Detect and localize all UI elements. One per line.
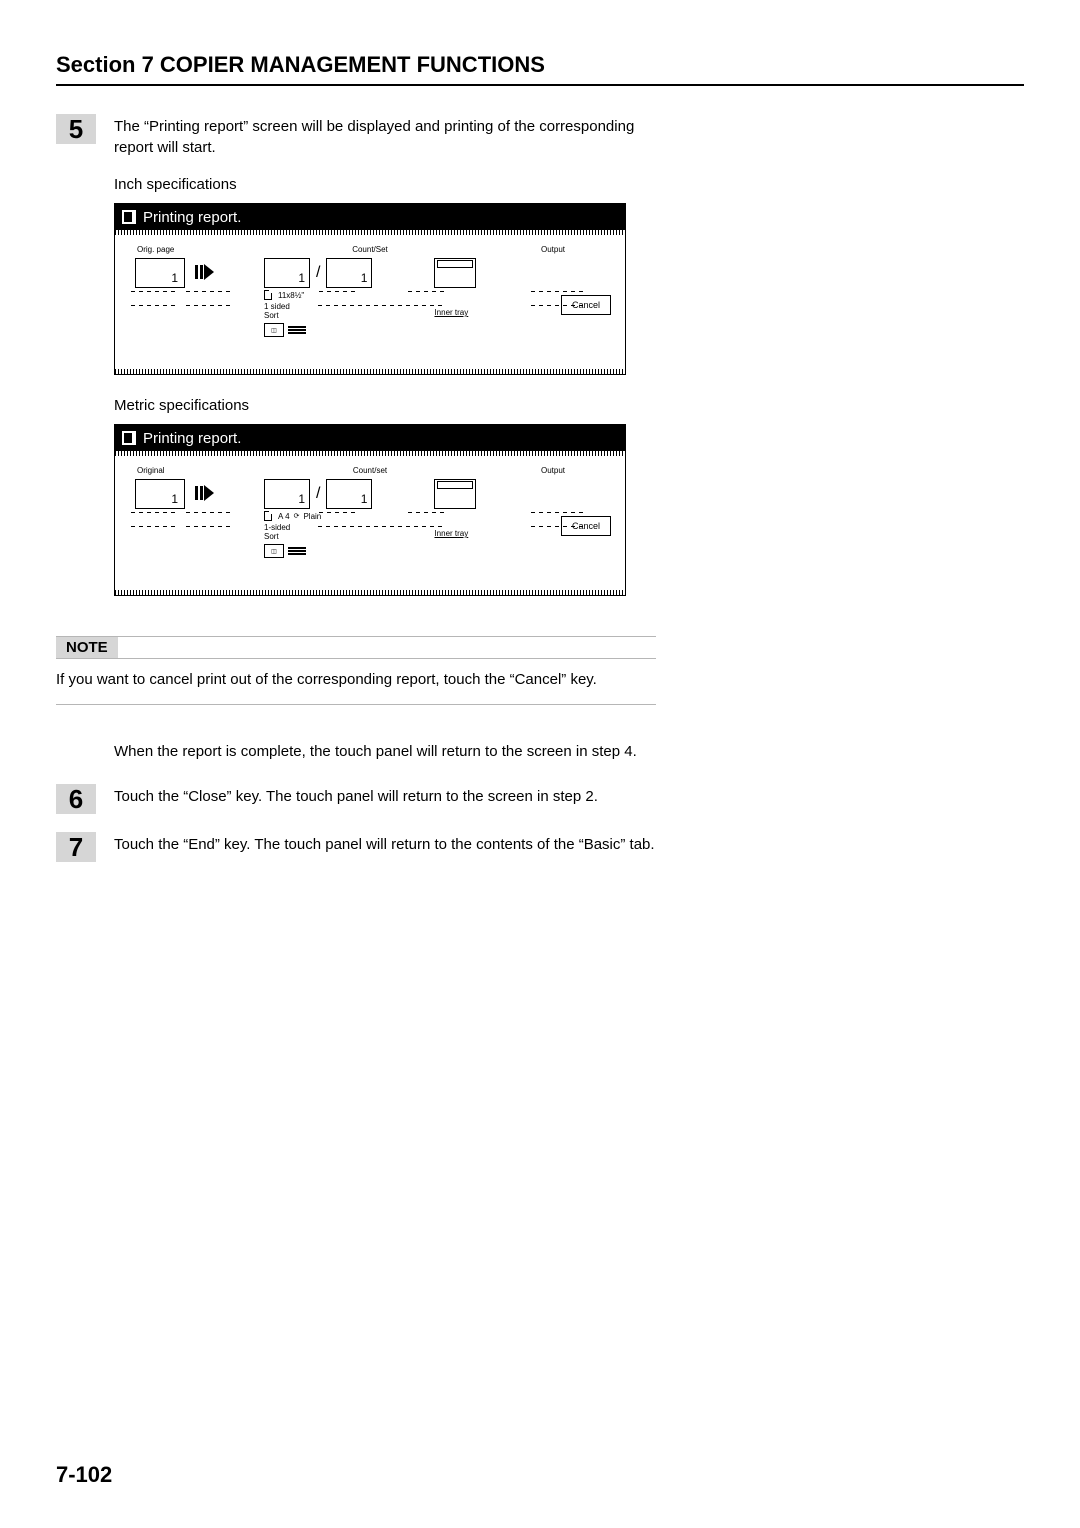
printing-report-panel-inch: Printing report. Orig. page Count/Set Ou… xyxy=(114,203,626,375)
step-6: 6 Touch the “Close” key. The touch panel… xyxy=(56,784,656,814)
cancel-button[interactable]: Cancel xyxy=(561,516,611,536)
step-number: 7 xyxy=(69,834,83,860)
sort-label: Sort xyxy=(264,311,372,320)
collate-icon: ◫ xyxy=(264,544,284,558)
panel-title-bar: Printing report. xyxy=(115,425,625,451)
step-7: 7 Touch the “End” key. The touch panel w… xyxy=(56,832,656,862)
step-number-badge: 6 xyxy=(56,784,96,814)
inch-spec-label: Inch specifications xyxy=(114,176,1024,193)
note-block: NOTE xyxy=(56,636,656,659)
decorative-line xyxy=(115,369,625,374)
step-text: The “Printing report” screen will be dis… xyxy=(114,114,656,158)
sort-label: Sort xyxy=(264,532,372,541)
step-text: Touch the “End” key. The touch panel wil… xyxy=(114,832,656,862)
collate-icon: ◫ xyxy=(264,323,284,337)
note-label: NOTE xyxy=(56,637,118,658)
report-icon xyxy=(121,430,137,446)
dashed-row-2 xyxy=(131,514,587,532)
section-title: Section 7 COPIER MANAGEMENT FUNCTIONS xyxy=(56,52,1024,86)
stack-icon xyxy=(288,326,306,334)
note-divider xyxy=(56,704,656,705)
panel-title-bar: Printing report. xyxy=(115,204,625,230)
cancel-button[interactable]: Cancel xyxy=(561,295,611,315)
count-set-label: Count/Set xyxy=(320,245,420,254)
printing-report-panel-metric: Printing report. Original Count/set Outp… xyxy=(114,424,626,596)
report-icon xyxy=(121,209,137,225)
pause-arrow-icon xyxy=(195,485,214,501)
step-number-badge: 5 xyxy=(56,114,96,144)
decorative-line xyxy=(115,590,625,595)
panel-title-text: Printing report. xyxy=(143,209,241,226)
step-text: Touch the “Close” key. The touch panel w… xyxy=(114,784,656,814)
orig-page-label: Orig. page xyxy=(137,245,227,254)
step-number-badge: 7 xyxy=(56,832,96,862)
output-label: Output xyxy=(513,466,593,475)
count-set-label: Count/set xyxy=(320,466,420,475)
pause-arrow-icon xyxy=(195,264,214,280)
stack-icon xyxy=(288,547,306,555)
page-number: 7-102 xyxy=(56,1462,112,1488)
note-text: If you want to cancel print out of the c… xyxy=(56,669,656,690)
step-5: 5 The “Printing report” screen will be d… xyxy=(56,114,656,158)
output-label: Output xyxy=(513,245,593,254)
metric-spec-label: Metric specifications xyxy=(114,397,1024,414)
step-number: 6 xyxy=(69,786,83,812)
dashed-row-2 xyxy=(131,293,587,311)
orig-label: Original xyxy=(137,466,227,475)
completion-text: When the report is complete, the touch p… xyxy=(114,741,654,762)
panel-title-text: Printing report. xyxy=(143,430,241,447)
step-number: 5 xyxy=(69,116,83,142)
